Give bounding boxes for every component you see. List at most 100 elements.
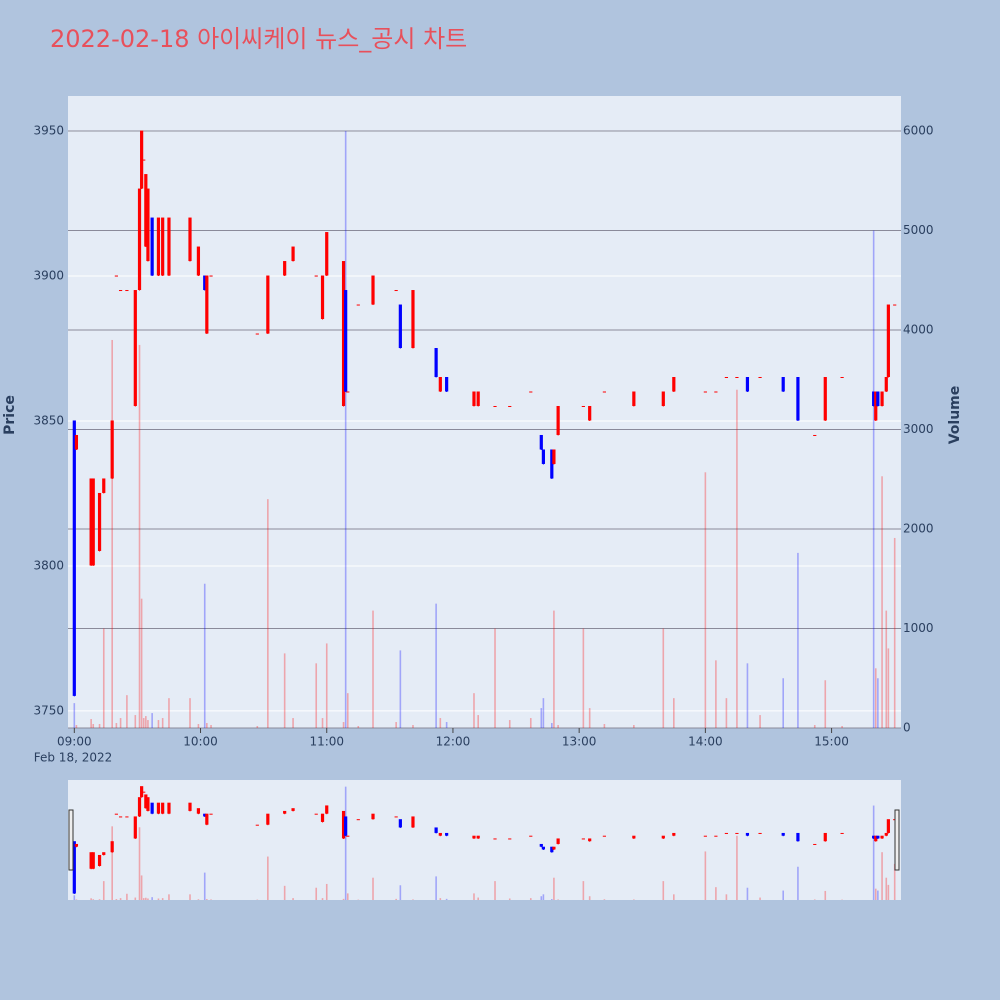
candle-body (102, 478, 106, 493)
candle-body (255, 333, 259, 335)
candle-body (823, 377, 827, 421)
candle-body (876, 391, 880, 406)
volume-bar (725, 698, 728, 728)
volume-bar (435, 603, 437, 728)
candle-body (72, 420, 76, 696)
slider-candle-body (146, 797, 150, 811)
slider-candle-body (886, 819, 890, 833)
x-tick-label: 09:00 (57, 735, 92, 749)
volume-bar (885, 610, 888, 728)
candle-body (356, 304, 360, 306)
slider-volume-bar (161, 898, 164, 900)
slider-volume-bar (140, 875, 143, 900)
x-tick-label: 14:00 (688, 735, 723, 749)
slider-volume-bar (142, 898, 145, 900)
slider-candle-body (758, 832, 762, 834)
candle-body (188, 217, 192, 262)
candle-body (874, 391, 878, 421)
slider-candle-body (735, 832, 739, 834)
volume-bar (872, 230, 875, 728)
slider-candle-body (140, 786, 144, 798)
slider-volume-bar (151, 897, 153, 900)
slider-volume-bar (473, 893, 475, 900)
slider-candle-body (472, 835, 476, 839)
chart-title: 2022-02-18 아이씨케이 뉴스_공시 차트 (50, 25, 467, 53)
volume-bar (673, 698, 675, 728)
slider-candle-body (632, 835, 636, 839)
slider-candle-body (874, 835, 878, 842)
candle-body (314, 275, 318, 277)
slider-candle-body (661, 835, 665, 839)
slider-volume-bar (90, 898, 92, 900)
volume-bar (553, 610, 555, 728)
slider-candle-body (703, 835, 707, 837)
slider-candle-body (356, 819, 360, 821)
slider-volume-bar (508, 898, 511, 900)
slider-volume-bar (603, 899, 606, 900)
y-tick-label: 3900 (33, 269, 64, 283)
slider-volume-bar (477, 897, 479, 900)
candle-body (602, 391, 607, 393)
y2-tick-label: 5000 (903, 223, 934, 237)
x-tick-label: 12:00 (436, 735, 471, 749)
slider-candle-body (89, 852, 93, 869)
candle-body (142, 159, 146, 161)
candle-body (758, 377, 762, 379)
slider-candle-body (346, 835, 350, 837)
candle-body (872, 391, 876, 406)
y2-tick-label: 4000 (903, 323, 934, 337)
y2-tick-label: 1000 (903, 621, 934, 635)
slider-volume-bar (126, 893, 128, 900)
candle-body (320, 275, 325, 320)
slider-volume-bar (267, 856, 269, 900)
candle-body (893, 304, 897, 306)
slider-volume-bar (435, 876, 437, 900)
candle-body (438, 377, 442, 392)
candle-body (735, 377, 739, 379)
slider-volume-bar (885, 877, 888, 900)
slider-volume-bar (824, 890, 827, 900)
slider-volume-bar (395, 898, 397, 900)
candle-body (796, 377, 800, 421)
x-tick-label: 13:00 (562, 735, 597, 749)
volume-bar (813, 725, 816, 728)
slider-candle-body (110, 841, 114, 853)
range-slider[interactable] (68, 780, 901, 900)
slider-candle-body (508, 838, 512, 840)
slider-volume-bar (725, 894, 728, 900)
slider-volume-bar (168, 894, 170, 900)
slider-volume-bar (325, 883, 328, 900)
slider-candle-body (344, 816, 348, 836)
slider-handle[interactable] (68, 809, 74, 871)
slider-candle-body (840, 832, 844, 834)
slider-volume-bar (372, 877, 374, 900)
volume-bar (111, 339, 113, 728)
volume-bar (412, 725, 414, 728)
candle-body (97, 492, 102, 551)
volume-bar (494, 628, 496, 728)
slider-volume-bar (102, 881, 105, 900)
y-tick-label: 3850 (33, 413, 64, 427)
slider-candle-body (796, 832, 800, 842)
candle-body (146, 188, 150, 262)
candle-body (89, 478, 93, 566)
y-axis-label: Price (2, 395, 18, 435)
candle-body (167, 217, 171, 276)
slider-volume-bar (553, 877, 555, 900)
slider-volume-bar (529, 898, 532, 900)
slider-candle-body (672, 832, 676, 836)
slider-candle-body (880, 835, 884, 839)
candle-body (196, 246, 201, 276)
volume-bar (877, 678, 879, 728)
volume-bar (342, 722, 345, 728)
slider-candle-body (320, 813, 325, 822)
volume-bar (142, 718, 145, 728)
slider-handle[interactable] (894, 809, 900, 871)
slider-volume-bar (98, 899, 101, 900)
volume-bar (157, 720, 160, 728)
candle-body (661, 391, 665, 406)
volume-bar (102, 628, 105, 728)
volume-bar (477, 715, 479, 728)
slider-volume-bar (887, 884, 890, 900)
